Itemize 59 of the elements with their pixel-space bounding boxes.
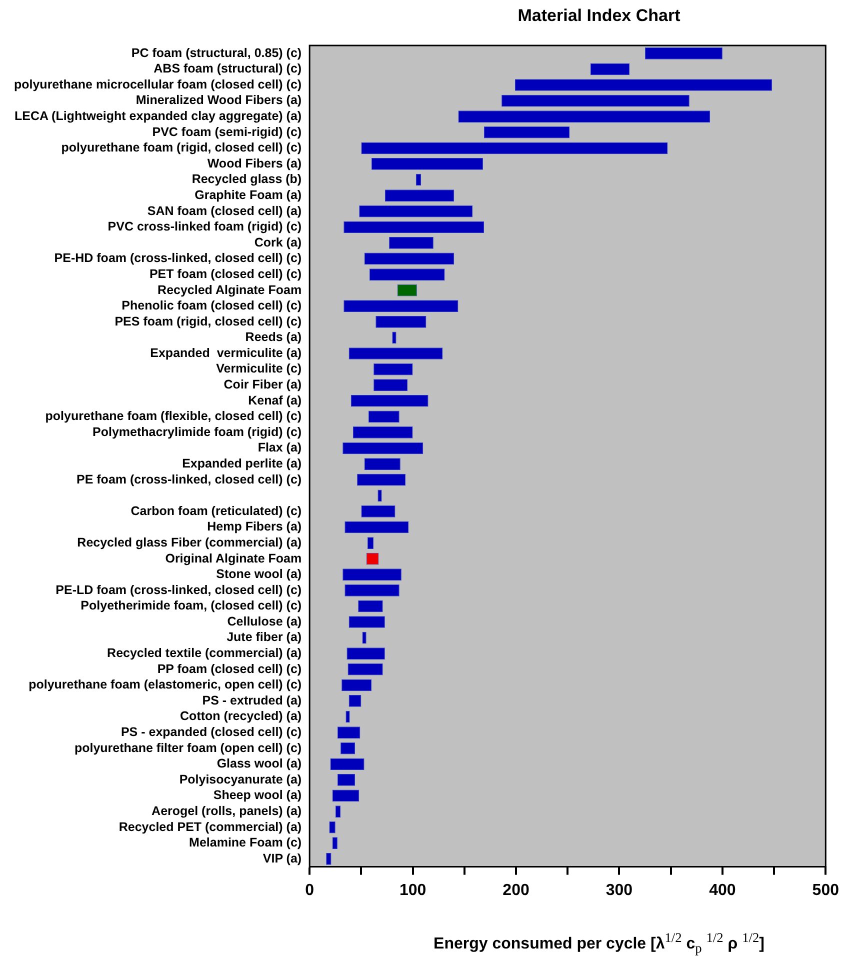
y-tick-label: PS - expanded (closed cell) (c) <box>120 725 302 739</box>
y-tick-label: Recycled PET (commercial) (a) <box>118 820 302 834</box>
y-tick-label: polyurethane foam (elastomeric, open cell) (c) <box>28 678 302 692</box>
y-tick-label: Polymethacrylimide foam (rigid) (c) <box>92 424 302 439</box>
y-tick-label: Melamine Foam (c) <box>189 836 302 850</box>
y-tick-label: Recycled textile (commercial) (a) <box>107 646 302 660</box>
y-tick-label: Expanded perlite (a) <box>182 456 302 470</box>
y-tick-label: Cork (a) <box>254 235 302 250</box>
y-tick-label: Hemp Fibers (a) <box>207 520 302 534</box>
x-tick-label: 200 <box>502 882 530 899</box>
y-tick-label: Recycled glass Fiber (commercial) (a) <box>77 535 302 550</box>
x-axis-title: Energy consumed per cycle [λ$^{1/2}$ c$_{p}$ $^{1/2}$ ρ $^{1/2}$] <box>432 930 766 957</box>
y-tick-label: Phenolic foam (closed cell) (c) <box>122 298 302 313</box>
x-tick-label: 100 <box>399 882 426 899</box>
y-tick-label: Kenaf (a) <box>248 393 302 408</box>
y-tick-label: Expanded vermiculite (a) <box>150 346 302 360</box>
x-tick-label: 400 <box>709 882 736 899</box>
y-tick-label: Original Alginate Foam <box>165 551 302 566</box>
y-tick-label: ABS foam (structural) (c) <box>154 62 302 76</box>
y-tick-label: Glass wool (a) <box>216 756 302 771</box>
y-tick-label: Coir Fiber (a) <box>224 378 302 392</box>
y-tick-label: polyurethane filter foam (open cell) (c) <box>74 740 302 755</box>
y-tick-label: Jute fiber (a) <box>226 630 302 644</box>
y-tick-label: PC foam (structural, 0.85) (c) <box>131 46 302 60</box>
y-tick-label: Recycled glass (b) <box>192 172 302 186</box>
y-tick-label: PET foam (closed cell) (c) <box>149 266 302 281</box>
y-tick-label: PS - extruded (a) <box>202 693 302 708</box>
y-tick-label: SAN foam (closed cell) (a) <box>147 204 302 218</box>
y-tick-label: PE-LD foam (cross-linked, closed cell) (c) <box>56 582 302 597</box>
y-tick-label: LECA (Lightweight expanded clay aggregate) (a) <box>14 109 302 124</box>
y-tick-label: Cotton (recycled) (a) <box>180 709 302 724</box>
x-tick-label: 0 <box>305 882 314 899</box>
y-tick-label: PES foam (rigid, closed cell) (c) <box>114 314 302 328</box>
y-tick-label: Recycled Alginate Foam <box>158 282 302 297</box>
y-tick-label: VIP (a) <box>262 851 302 866</box>
x-tick-label: 500 <box>812 882 840 899</box>
y-tick-label: polyurethane foam (flexible, closed cell) (c) <box>45 409 302 424</box>
y-tick-label: Vermiculite (c) <box>216 362 302 376</box>
y-tick-label: Flax (a) <box>258 440 302 455</box>
y-tick-label: Cellulose (a) <box>227 614 302 628</box>
y-tick-label: Graphite Foam (a) <box>194 188 302 202</box>
x-tick-label: 300 <box>606 882 633 899</box>
y-tick-label: Polyetherimide foam, (closed cell) (c) <box>80 598 302 613</box>
y-tick-label: Polyisocyanurate (a) <box>179 772 302 786</box>
y-tick-label: polyurethane foam (rigid, closed cell) (c) <box>61 140 302 155</box>
y-tick-label: Reeds (a) <box>245 330 302 344</box>
y-tick-label: PVC foam (semi-rigid) (c) <box>152 124 302 139</box>
y-tick-label: Aerogel (rolls, panels) (a) <box>152 804 302 818</box>
y-tick-label: Stone wool (a) <box>216 567 302 582</box>
y-tick-label: Sheep wool (a) <box>213 788 302 802</box>
y-tick-label: polyurethane microcellular foam (closed cell) (c) <box>14 77 302 92</box>
chart-title: Material Index Chart <box>516 6 682 26</box>
y-tick-label: PP foam (closed cell) (c) <box>157 662 302 676</box>
y-tick-label: PE foam (cross-linked, closed cell) (c) <box>76 472 302 486</box>
y-tick-label: PVC cross-linked foam (rigid) (c) <box>108 220 302 234</box>
y-tick-label: Carbon foam (reticulated) (c) <box>130 504 302 518</box>
y-tick-label: Mineralized Wood Fibers (a) <box>136 93 302 108</box>
y-tick-label: PE-HD foam (cross-linked, closed cell) (c) <box>54 251 302 266</box>
y-tick-label: Wood Fibers (a) <box>207 156 302 170</box>
